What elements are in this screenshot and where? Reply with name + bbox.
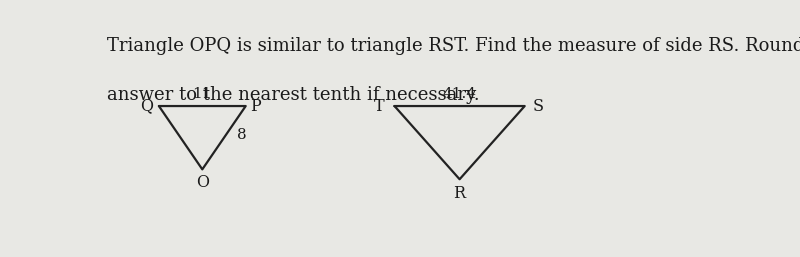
Text: P: P xyxy=(250,98,261,115)
Text: T: T xyxy=(374,98,385,115)
Text: Q: Q xyxy=(140,98,153,115)
Text: answer to the nearest tenth if necessary.: answer to the nearest tenth if necessary… xyxy=(107,86,480,104)
Text: 8: 8 xyxy=(237,128,246,142)
Text: 41.4: 41.4 xyxy=(442,87,477,101)
Text: Triangle OPQ is similar to triangle RST. Find the measure of side RS. Round your: Triangle OPQ is similar to triangle RST.… xyxy=(107,37,800,55)
Text: S: S xyxy=(533,98,544,115)
Text: 11: 11 xyxy=(193,87,212,101)
Text: R: R xyxy=(454,185,466,201)
Text: O: O xyxy=(196,174,209,191)
